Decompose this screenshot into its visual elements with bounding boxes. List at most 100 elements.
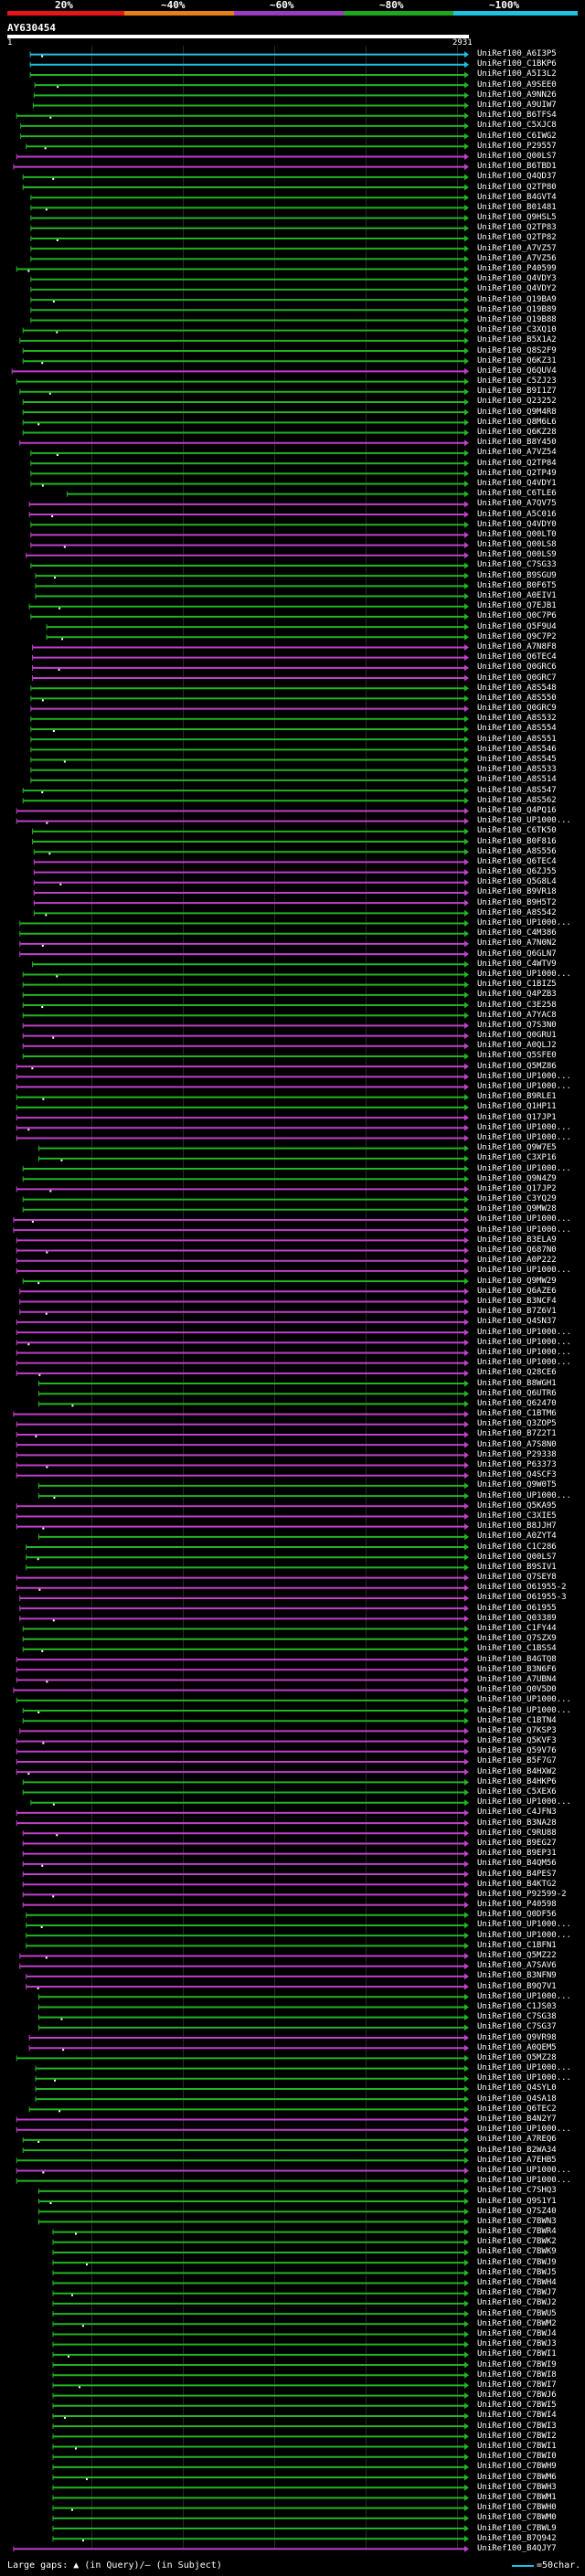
hit-label[interactable]: UniRef100_B6TBD1 [477, 162, 557, 172]
hit-label[interactable]: UniRef100_C7BWJ4 [477, 2328, 557, 2338]
hit-label[interactable]: UniRef100_C7BWH0 [477, 2503, 557, 2513]
hit-label[interactable]: UniRef100_A7VZ57 [477, 243, 557, 253]
hit-label[interactable]: UniRef100_C7BWI3 [477, 2421, 557, 2431]
hit-label[interactable]: UniRef100_Q7SZX9 [477, 1634, 557, 1644]
hit-label[interactable]: UniRef100_B3NFN9 [477, 1971, 557, 1981]
hit-label[interactable]: UniRef100_C7BWI1 [477, 2442, 557, 2452]
hit-label[interactable]: UniRef100_UP1000... [477, 1071, 571, 1081]
hit-label[interactable]: UniRef100_Q5F9U4 [477, 621, 557, 631]
hit-label[interactable]: UniRef100_Q00LS7 [477, 151, 557, 161]
hit-label[interactable]: UniRef100_Q17JP1 [477, 1112, 557, 1122]
hit-label[interactable]: UniRef100_Q1HP11 [477, 1102, 557, 1112]
hit-label[interactable]: UniRef100_Q4VDY0 [477, 519, 557, 529]
hit-label[interactable]: UniRef100_Q0C7P6 [477, 611, 557, 621]
hit-label[interactable]: UniRef100_Q6TEC4 [477, 856, 557, 866]
hit-label[interactable]: UniRef100_B4HKP6 [477, 1776, 557, 1786]
hit-label[interactable]: UniRef100_B4GTQ8 [477, 1654, 557, 1664]
hit-label[interactable]: UniRef100_C7BWI2 [477, 2431, 557, 2441]
hit-label[interactable]: UniRef100_A8S554 [477, 724, 557, 734]
hit-label[interactable]: UniRef100_B4N2Y7 [477, 2115, 557, 2125]
hit-label[interactable]: UniRef100_Q00LT0 [477, 529, 557, 539]
hit-label[interactable]: UniRef100_UP1000... [477, 1930, 571, 1940]
hit-label[interactable]: UniRef100_C4WTV9 [477, 959, 557, 969]
hit-label[interactable]: UniRef100_A0EIV1 [477, 591, 557, 601]
hit-label[interactable]: UniRef100_B4QJY7 [477, 2543, 557, 2553]
hit-label[interactable]: UniRef100_Q3ZOP5 [477, 1419, 557, 1429]
hit-label[interactable]: UniRef100_Q5MZ28 [477, 2052, 557, 2062]
hit-label[interactable]: UniRef100_P40598 [477, 1900, 557, 1910]
hit-label[interactable]: UniRef100_C7BWH9 [477, 2462, 557, 2472]
hit-label[interactable]: UniRef100_Q19B88 [477, 314, 557, 324]
hit-label[interactable]: UniRef100_UP1000... [477, 1224, 571, 1235]
hit-label[interactable]: UniRef100_A7N0N2 [477, 938, 557, 949]
hit-label[interactable]: UniRef100_Q03389 [477, 1613, 557, 1623]
hit-label[interactable]: UniRef100_A7VZ54 [477, 448, 557, 458]
hit-label[interactable]: UniRef100_UP1000... [477, 1337, 571, 1347]
hit-label[interactable]: UniRef100_B9VR18 [477, 887, 557, 897]
hit-label[interactable]: UniRef100_A0QLJ2 [477, 1041, 557, 1051]
hit-label[interactable]: UniRef100_Q6QUV4 [477, 366, 557, 376]
hit-label[interactable]: UniRef100_A7REQ6 [477, 2135, 557, 2145]
hit-label[interactable]: UniRef100_C1C286 [477, 1542, 557, 1552]
hit-label[interactable]: UniRef100_A5I3L2 [477, 69, 557, 80]
hit-label[interactable]: UniRef100_B8Y450 [477, 438, 557, 448]
hit-label[interactable]: UniRef100_C7BWI0 [477, 2452, 557, 2462]
hit-label[interactable]: UniRef100_UP1000... [477, 1214, 571, 1224]
hit-label[interactable]: UniRef100_B4PES7 [477, 1869, 557, 1879]
hit-label[interactable]: UniRef100_C7BWJ7 [477, 2288, 557, 2298]
hit-label[interactable]: UniRef100_Q4PZB3 [477, 990, 557, 1000]
hit-label[interactable]: UniRef100_B9EP31 [477, 1849, 557, 1859]
hit-label[interactable]: UniRef100_Q4VDY1 [477, 478, 557, 488]
hit-label[interactable]: UniRef100_Q0V5D0 [477, 1685, 557, 1695]
hit-label[interactable]: UniRef100_Q7S3N0 [477, 1020, 557, 1030]
hit-label[interactable]: UniRef100_A8S545 [477, 755, 557, 765]
hit-label[interactable]: UniRef100_UP1000... [477, 2176, 571, 2186]
hit-label[interactable]: UniRef100_Q5KVF3 [477, 1736, 557, 1746]
hit-label[interactable]: UniRef100_UP1000... [477, 1327, 571, 1337]
hit-label[interactable]: UniRef100_A7VZ56 [477, 253, 557, 263]
hit-label[interactable]: UniRef100_C7BWI1 [477, 2349, 557, 2359]
hit-label[interactable]: UniRef100_B5F7G7 [477, 1756, 557, 1766]
hit-label[interactable]: UniRef100_Q6AZE6 [477, 1286, 557, 1296]
hit-label[interactable]: UniRef100_C7BWJ6 [477, 2390, 557, 2401]
hit-label[interactable]: UniRef100_B0F6T5 [477, 580, 557, 590]
hit-label[interactable]: UniRef100_A5C016 [477, 509, 557, 519]
hit-label[interactable]: UniRef100_Q5KA95 [477, 1500, 557, 1511]
hit-label[interactable]: UniRef100_C3XQ10 [477, 325, 557, 335]
hit-label[interactable]: UniRef100_B6TFS4 [477, 111, 557, 121]
hit-label[interactable]: UniRef100_Q8M6L6 [477, 417, 557, 427]
hit-label[interactable]: UniRef100_UP1000... [477, 2073, 571, 2083]
hit-label[interactable]: UniRef100_Q0GRU1 [477, 1031, 557, 1041]
hit-label[interactable]: UniRef100_Q9M4R8 [477, 407, 557, 417]
hit-label[interactable]: UniRef100_A7YAC8 [477, 1010, 557, 1020]
hit-label[interactable]: UniRef100_C3YQ29 [477, 1194, 557, 1204]
hit-label[interactable]: UniRef100_C7BWN3 [477, 2216, 557, 2226]
hit-label[interactable]: UniRef100_C4JFN3 [477, 1807, 557, 1818]
hit-label[interactable]: UniRef100_UP1000... [477, 1122, 571, 1132]
hit-label[interactable]: UniRef100_C1BTM6 [477, 1409, 557, 1419]
hit-label[interactable]: UniRef100_B9SGU9 [477, 570, 557, 580]
hit-label[interactable]: UniRef100_C1BIZ5 [477, 980, 557, 990]
hit-label[interactable]: UniRef100_C1BFN1 [477, 1940, 557, 1950]
hit-label[interactable]: UniRef100_Q4VDY2 [477, 284, 557, 294]
hit-label[interactable]: UniRef100_B4GVT4 [477, 192, 557, 202]
hit-label[interactable]: UniRef100_Q4SCF3 [477, 1470, 557, 1480]
hit-label[interactable]: UniRef100_UP1000... [477, 1695, 571, 1705]
hit-label[interactable]: UniRef100_UP1000... [477, 1991, 571, 2001]
hit-label[interactable]: UniRef100_C7BWU5 [477, 2308, 557, 2318]
hit-label[interactable]: UniRef100_C5ZJ23 [477, 376, 557, 387]
hit-label[interactable]: UniRef100_B9EG27 [477, 1838, 557, 1848]
hit-label[interactable]: UniRef100_Q4VDY3 [477, 274, 557, 284]
hit-label[interactable]: UniRef100_C7SG37 [477, 2022, 557, 2032]
hit-label[interactable]: UniRef100_Q19B89 [477, 304, 557, 314]
hit-label[interactable]: UniRef100_Q9W7E5 [477, 1143, 557, 1153]
hit-label[interactable]: UniRef100_O61955-3 [477, 1593, 567, 1603]
hit-label[interactable]: UniRef100_C7BWJ3 [477, 2339, 557, 2349]
hit-label[interactable]: UniRef100_B9SIV1 [477, 1562, 557, 1572]
hit-label[interactable]: UniRef100_Q0GRC6 [477, 663, 557, 673]
hit-label[interactable]: UniRef100_Q6TEC4 [477, 652, 557, 663]
hit-label[interactable]: UniRef100_Q9C7P2 [477, 631, 557, 641]
hit-label[interactable]: UniRef100_UP1000... [477, 918, 571, 928]
hit-label[interactable]: UniRef100_Q6UTR6 [477, 1388, 557, 1398]
hit-label[interactable]: UniRef100_B7Z6V1 [477, 1307, 557, 1317]
